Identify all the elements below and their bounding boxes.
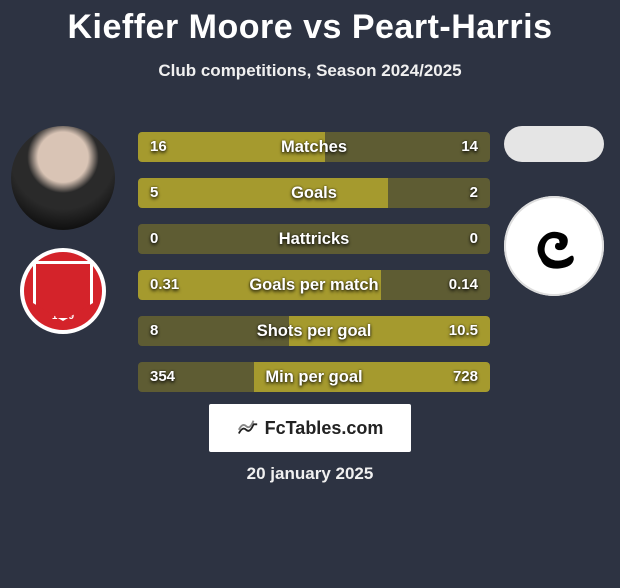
date-label: 20 january 2025 bbox=[0, 464, 620, 484]
chart-waves-icon bbox=[237, 417, 259, 439]
stat-label: Goals bbox=[138, 178, 490, 208]
stat-label: Min per goal bbox=[138, 362, 490, 392]
club-year-left: 1889 bbox=[52, 311, 74, 322]
page-title: Kieffer Moore vs Peart-Harris bbox=[0, 8, 620, 47]
player-photo-right bbox=[504, 126, 604, 162]
watermark-text: FcTables.com bbox=[265, 418, 384, 439]
left-player-column: ⚔ 1889 bbox=[8, 126, 118, 334]
stat-row: 52Goals bbox=[138, 178, 490, 208]
player-photo-left bbox=[11, 126, 115, 230]
stat-row: 810.5Shots per goal bbox=[138, 316, 490, 346]
subtitle: Club competitions, Season 2024/2025 bbox=[0, 61, 620, 81]
stat-label: Matches bbox=[138, 132, 490, 162]
club-badge-right bbox=[504, 196, 604, 296]
swords-icon: ⚔ bbox=[50, 270, 77, 305]
stat-label: Hattricks bbox=[138, 224, 490, 254]
stat-row: 00Hattricks bbox=[138, 224, 490, 254]
stat-row: 1614Matches bbox=[138, 132, 490, 162]
stat-row: 0.310.14Goals per match bbox=[138, 270, 490, 300]
swan-icon bbox=[521, 213, 587, 279]
stat-row: 354728Min per goal bbox=[138, 362, 490, 392]
watermark: FcTables.com bbox=[209, 404, 411, 452]
comparison-bars: 1614Matches 52Goals 00Hattricks 0.310.14Goa… bbox=[138, 132, 490, 408]
stat-label: Shots per goal bbox=[138, 316, 490, 346]
right-player-column bbox=[498, 126, 610, 296]
club-badge-left: ⚔ 1889 bbox=[20, 248, 106, 334]
stat-label: Goals per match bbox=[138, 270, 490, 300]
